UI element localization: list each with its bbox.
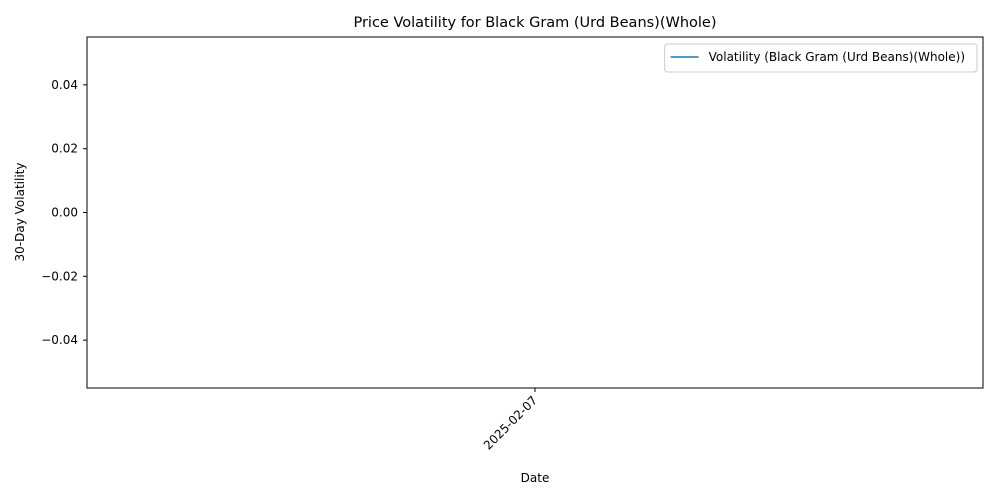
y-tick-label: 0.00	[51, 206, 78, 220]
legend-box	[664, 43, 978, 73]
legend-series-label: Volatility (Black Gram (Urd Beans)(Whole…	[709, 50, 965, 64]
x-axis-label: Date	[521, 471, 550, 485]
y-tick-label: 0.02	[51, 142, 78, 156]
y-tick-label: −0.02	[41, 269, 78, 283]
chart-title: Price Volatility for Black Gram (Urd Bea…	[353, 15, 716, 31]
y-tick-label: 0.04	[51, 78, 78, 92]
legend: Volatility (Black Gram (Urd Beans)(Whole…	[664, 43, 978, 73]
x-axis-ticks: 2025-02-07	[481, 388, 540, 452]
x-tick-label: 2025-02-07	[481, 393, 540, 452]
y-tick-label: −0.04	[41, 333, 78, 347]
y-axis-label: 30-Day Volatility	[13, 163, 27, 262]
plot-area-frame	[86, 36, 984, 389]
y-axis-ticks: 0.04 0.02 0.00 −0.02 −0.04	[41, 78, 87, 347]
